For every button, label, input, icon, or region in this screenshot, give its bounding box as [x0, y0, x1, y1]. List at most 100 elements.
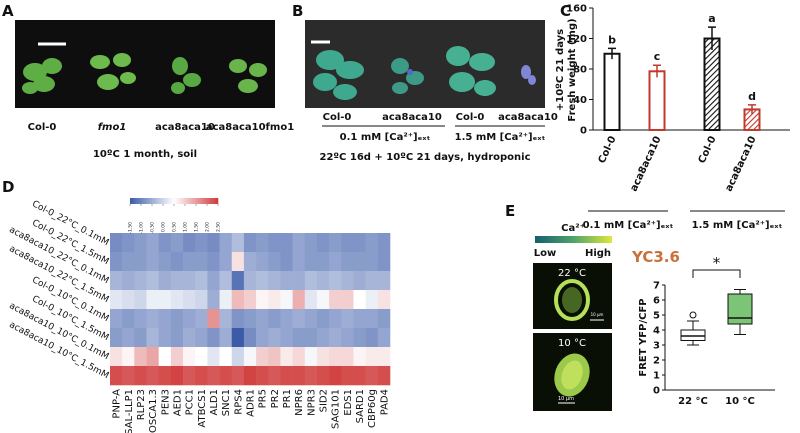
heatmap-cell [170, 366, 184, 386]
x-tick-label: aca8aca10 [724, 135, 759, 194]
colorbar [535, 236, 612, 243]
heatmap-cell [183, 347, 196, 367]
column-label: PR5 [258, 389, 269, 408]
significance-letter: b [608, 33, 616, 46]
heatmap-cell [280, 328, 293, 348]
heatmap-cell [292, 290, 306, 310]
heatmap-cell [365, 366, 379, 386]
heatmap-cell [256, 252, 269, 272]
heatmap-cell [195, 347, 208, 367]
heatmap-cell [243, 271, 257, 291]
heatmap-cell [304, 233, 318, 253]
photo-a [15, 20, 275, 108]
heatmap-cell [268, 347, 281, 367]
column-label: RPS4 [233, 389, 244, 415]
heatmap-cell [304, 347, 318, 367]
colorbar-segment [165, 198, 168, 204]
box [727, 293, 753, 325]
genotype-label: aca8aca10 [382, 112, 442, 123]
panel-label: D [2, 178, 14, 196]
heatmap-cell [122, 366, 135, 386]
column-label: PR1 [282, 389, 293, 408]
colorbar-tick-label: 1.00 [183, 222, 189, 232]
heatmap-cell [134, 233, 147, 253]
column-label: PAD4 [379, 389, 390, 415]
heatmap-cell [316, 347, 330, 367]
error-bar [708, 26, 716, 50]
heatmap-cell [377, 290, 391, 310]
heatmap-cell [377, 347, 391, 367]
heatmap-cell [243, 233, 257, 253]
heatmap-cell [134, 328, 147, 348]
colorbar-segment [171, 198, 175, 204]
colorbar-segment [180, 198, 184, 204]
colorbar-tick-label: 2.00 [205, 222, 211, 232]
heatmap-cell [365, 233, 379, 253]
heatmap-cell [231, 366, 245, 386]
heatmap-cell [268, 233, 281, 253]
colorbar-segment [156, 198, 159, 204]
heatmap-cell [231, 347, 245, 367]
heatmap-cell [219, 233, 233, 253]
genotype-label: Col-0 [456, 112, 485, 123]
genotype-label: aca8aca10 [498, 112, 558, 123]
heatmap-cell [341, 328, 354, 348]
heatmap-cell [243, 290, 257, 310]
heatmap-cell [268, 328, 281, 348]
column-label: ALD1 [209, 389, 220, 415]
image-label: 22 °C [558, 268, 586, 279]
heatmap-cell [122, 290, 135, 310]
scalebar-label: 10 μm [558, 396, 574, 402]
heatmap-cell [292, 347, 306, 367]
y-tick-label: 5 [653, 311, 660, 322]
panel-label: A [2, 2, 14, 20]
column-label: SAG101 [331, 389, 342, 429]
y-axis-label: Fresh weight (mg) [567, 18, 578, 121]
colorbar-title: Ca²⁺ [561, 223, 585, 234]
colorbar-segment [198, 198, 201, 204]
colorbar-segment [154, 198, 157, 204]
heatmap-cell [353, 347, 366, 367]
heatmap-cell [170, 347, 184, 367]
heatmap-cell [268, 309, 281, 329]
column-label: PEN3 [160, 389, 171, 415]
heatmap-cell [183, 309, 196, 329]
heatmap-cell [268, 252, 281, 272]
heatmap-cell [158, 233, 172, 253]
heatmap-cell [219, 366, 233, 386]
column-label: NPR6 [294, 389, 305, 416]
panel-label: E [505, 202, 515, 220]
heatmap-cell [316, 252, 330, 272]
colorbar-segment [204, 198, 208, 204]
heatmap-cell [231, 233, 245, 253]
heatmap-cell [219, 290, 233, 310]
heatmap-cell [316, 366, 330, 386]
colorbar-tick-label: -0.50 [150, 222, 156, 234]
heatmap-cell [110, 252, 123, 272]
heatmap-cell [134, 290, 147, 310]
colorbar-low: Low [534, 248, 556, 259]
heatmap-cell [231, 252, 245, 272]
heatmap-cell [256, 347, 269, 367]
heatmap-cell [292, 252, 306, 272]
heatmap-cell [207, 271, 220, 291]
heatmap-cell [110, 233, 123, 253]
heatmap-cell [329, 347, 342, 367]
image-label: 10 °C [558, 338, 586, 349]
condition-label: 10ºC 1 month, soil [93, 149, 197, 160]
heatmap-cell [341, 290, 354, 310]
heatmap-cell [134, 366, 147, 386]
x-tick-label: aca8aca10 [629, 135, 664, 194]
heatmap-cell [280, 366, 293, 386]
heatmap-cell [329, 271, 342, 291]
colorbar-segment [136, 198, 140, 204]
column-label: OSCA1.3 [148, 389, 159, 433]
heatmap-cell [256, 290, 269, 310]
heatmap-cell [170, 233, 184, 253]
heatmap-cell [158, 366, 172, 386]
y-tick-label: 2 [653, 356, 660, 367]
treatment-label: 1.5 mM [Ca²⁺]ₑₓₜ [455, 132, 546, 143]
significance-letter: c [654, 50, 661, 63]
heatmap-cell [268, 366, 281, 386]
heatmap-cell [304, 309, 318, 329]
